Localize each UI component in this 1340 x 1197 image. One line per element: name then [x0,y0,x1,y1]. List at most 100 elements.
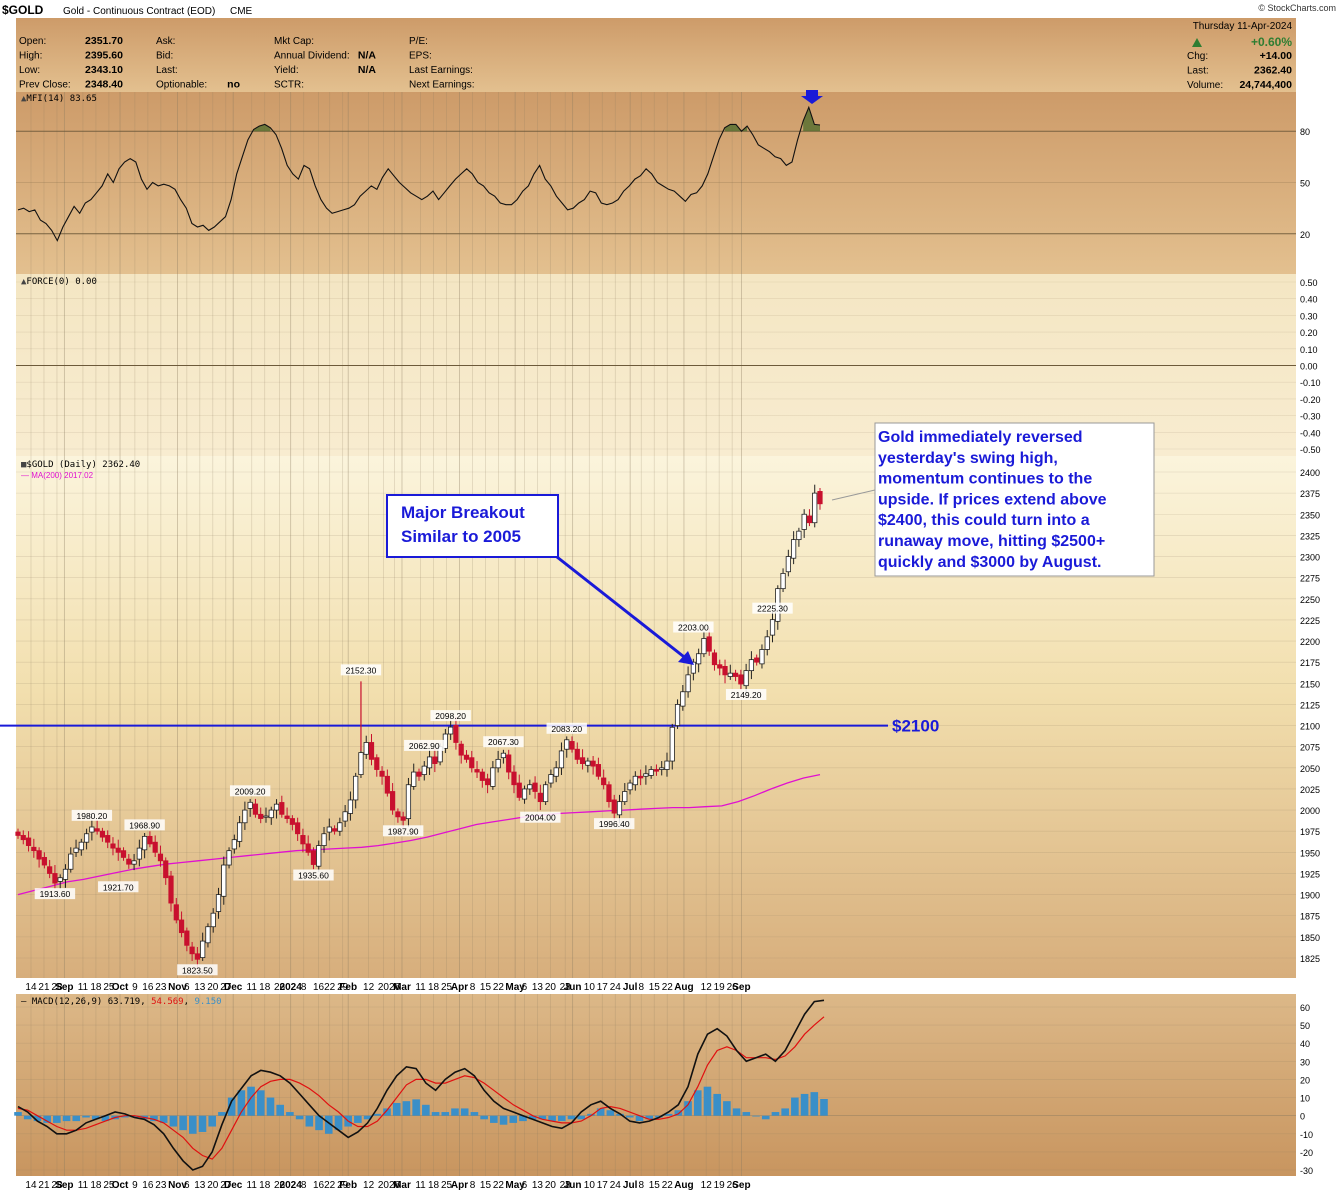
force-series: 0.50 0.40 0.30 0.20 0.10 0.00 -0.10 -0.20 -0.30 -… [16,278,1321,455]
force-axis-label: 0.50 [1300,278,1318,288]
quote-label: Ask: [156,36,175,47]
candle-body [321,833,327,846]
macd-hist-bar [276,1104,284,1116]
time-tick: Jun [564,982,582,993]
price-label-bg [229,785,271,797]
quote-value: N/A [358,64,377,76]
time-tick: 29 [337,982,349,993]
macd-hist-bar [402,1101,411,1116]
candle-body [226,850,232,866]
candle-body [358,752,364,775]
candle-body [754,657,760,663]
quote-label: Optionable: [156,80,207,91]
macd-hist-bar [693,1090,702,1116]
macd-hist-bar [256,1090,265,1116]
time-tick: 26 [389,982,401,993]
macd-hist-bar [305,1115,314,1127]
time-tick: 25 [441,1180,453,1191]
breakout-annotation: Major Breakout Similar to 2005 [386,494,694,665]
summary-value: 24,744,400 [1239,79,1292,91]
macd-hist-bar [295,1115,304,1120]
force-axis-label: -0.20 [1300,395,1321,405]
time-tick: 6 [184,982,190,993]
time-tick: 2024 [280,1180,303,1191]
candle-body [611,799,617,814]
time-tick: 8 [470,982,476,993]
candle-body [284,815,290,819]
force-axis-label: -0.50 [1300,445,1321,455]
quote-open-high-low: Open: 2351.70 High: 2395.60 Low: 2343.10 Prev … [19,35,123,91]
candle-body [47,866,53,874]
macd-hist-bar [519,1115,527,1122]
time-tick: 15 [480,1180,492,1191]
candle-body [41,857,47,866]
time-tick: 11 [78,982,89,993]
candle-body [289,818,295,825]
quote-label: Last Earnings: [409,65,473,76]
time-tick: Jun [564,1180,582,1191]
candle-body [484,778,491,786]
macd-signal-line [17,1016,825,1160]
time-tick: 14 [25,1180,37,1191]
level-2100-label: $2100 [892,717,939,736]
time-tick: 15 [649,982,661,993]
price-axis-label: 2075 [1300,743,1320,753]
time-tick: 22 [493,982,505,993]
candle-body [221,864,227,897]
candle-body [68,853,74,870]
macd-hist-bar [334,1115,343,1131]
time-tick: 28 [51,982,63,993]
price-axis-label: 2225 [1300,616,1320,626]
force-axis-label: -0.40 [1300,428,1321,438]
candle-body [543,784,549,803]
quote-value: N/A [358,50,377,62]
summary-label: Volume: [1187,80,1223,91]
macd-hist-bar [130,1115,139,1118]
candle-body [717,664,723,669]
price-label-bg [483,736,524,748]
quote-value: no [227,79,240,91]
candle-body [363,742,369,755]
macd-hist-bar [315,1115,323,1131]
quote-summary: Chg: +14.00 Last: 2362.40 Volume: 24,744,400 [1187,50,1292,91]
force-axis-label: -0.30 [1300,412,1321,422]
time-tick: 10 [584,1180,596,1191]
macd-hist-bar [237,1090,246,1116]
candle-body [574,748,580,760]
quote-value: 2348.40 [85,79,123,91]
macd-hist-bar [713,1093,721,1116]
time-tick: 12 [701,982,713,993]
price-axis-label: 2100 [1300,722,1320,732]
candle-body [247,801,253,809]
macd-hist-bar [470,1112,479,1116]
time-tick: 26 [389,1180,401,1191]
price-axis-label: 2250 [1300,595,1320,605]
price-point-label: 1980.20 [77,811,108,821]
price-label-bg [293,869,334,881]
time-tick: 26 [727,1180,739,1191]
time-tick: 17 [597,1180,609,1191]
candle-body [384,775,390,794]
candle-body [817,491,823,505]
commentary-box [874,422,1155,577]
candle-body [52,873,58,884]
time-tick: Apr [451,1180,468,1191]
candle-body [168,875,174,904]
candle-body [595,764,601,777]
time-tick: 11 [78,1180,89,1191]
summary-label: Last: [1187,66,1209,77]
candle-body [711,652,718,666]
macd-hist-bar [392,1102,401,1116]
quote-label: Open: [19,36,46,47]
macd-panel [16,994,1296,1176]
candle-body [732,672,739,677]
candle-body [78,841,84,851]
candle-body [405,784,412,820]
candle-body [200,940,206,958]
mfi-axis-label: 80 [1300,127,1310,137]
quote-mktcap: Mkt Cap: Annual Dividend: N/A Yield: N/A SCTR… [274,36,376,91]
macd-hist-bar [208,1115,217,1127]
candle-body [500,752,507,759]
quote-label: Yield: [274,65,299,76]
time-tick: 22 [662,1180,674,1191]
